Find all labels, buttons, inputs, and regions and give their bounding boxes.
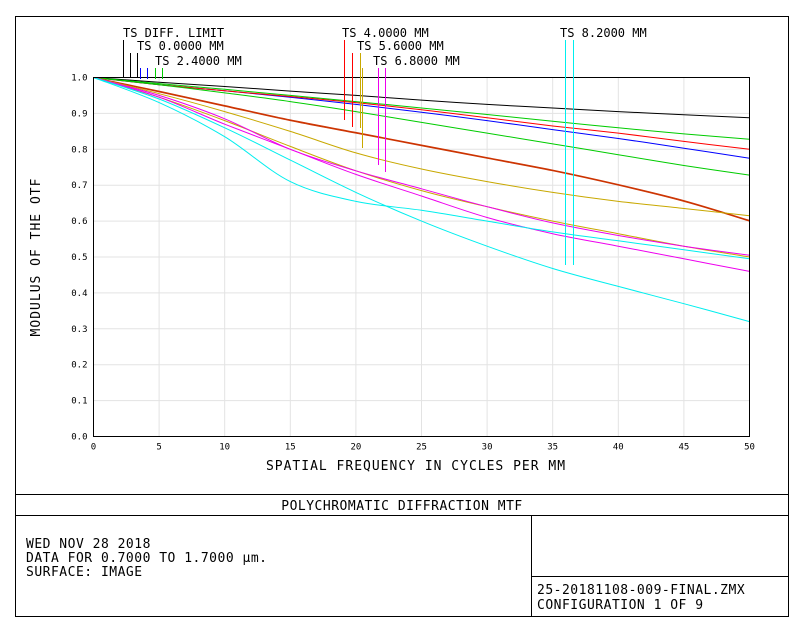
y-tick-label: 0.2	[71, 361, 87, 371]
x-tick-label: 5	[156, 443, 161, 453]
y-tick-label: 0.4	[71, 289, 87, 299]
y-tick-label: 0.8	[71, 145, 87, 155]
x-axis-label: SPATIAL FREQUENCY IN CYCLES PER MM	[266, 459, 566, 474]
x-tick-label: 30	[482, 443, 493, 453]
footer-title: POLYCHROMATIC DIFFRACTION MTF	[281, 499, 522, 514]
x-tick-label: 35	[547, 443, 558, 453]
x-tick-label: 10	[219, 443, 230, 453]
y-tick-label: 0.5	[71, 253, 87, 263]
mtf-series-line-8	[93, 77, 750, 217]
mtf-series-line-6	[93, 77, 750, 222]
legend-label: TS 8.2000 MM	[560, 26, 647, 40]
plot-grid	[93, 77, 750, 437]
x-tick-label: 25	[416, 443, 427, 453]
x-tick-label: 0	[91, 443, 96, 453]
legend-label: TS 0.0000 MM	[137, 39, 224, 53]
mtf-series-line-5	[93, 77, 750, 176]
footer-date: WED NOV 28 2018	[26, 537, 151, 552]
mtf-series-line-7	[93, 77, 750, 221]
y-tick-label: 0.9	[71, 109, 87, 119]
plot-area-border	[93, 77, 750, 437]
mtf-series-line-4	[93, 77, 750, 140]
legend-label: TS 6.8000 MM	[373, 54, 460, 68]
y-tick-label: 0.6	[71, 217, 87, 227]
mtf-series-line-11	[93, 77, 750, 272]
footer-filename: 25-20181108-009-FINAL.ZMX	[537, 583, 745, 598]
y-tick-label: 0.1	[71, 397, 87, 407]
legend-label: TS 5.6000 MM	[357, 39, 444, 53]
axis-ticks: 0 5 10 15 20 25 30 35 40 45 50 0.0 0.1 0.2 0.3 0.4 0.5 0.…	[71, 74, 755, 453]
mtf-series-line-3	[93, 77, 750, 150]
mtf-series-line-12	[93, 77, 750, 260]
footer-surface: SURFACE: IMAGE	[26, 565, 143, 580]
y-axis-label: MODULUS OF THE OTF	[29, 178, 44, 337]
mtf-series-line-1	[93, 77, 750, 119]
mtf-series-line-10	[93, 77, 750, 256]
mtf-series-line-13	[93, 77, 750, 323]
x-tick-label: 45	[678, 443, 689, 453]
legend-label: TS 4.0000 MM	[342, 26, 429, 40]
x-tick-label: 15	[285, 443, 296, 453]
footer-configuration: CONFIGURATION 1 OF 9	[537, 598, 704, 613]
x-tick-label: 20	[350, 443, 361, 453]
x-tick-label: 50	[744, 443, 755, 453]
mtf-series-line-9	[93, 77, 750, 258]
y-tick-label: 1.0	[71, 74, 87, 84]
footer-data-range: DATA FOR 0.7000 TO 1.7000 µm.	[26, 551, 267, 566]
outer-border	[15, 16, 789, 617]
x-tick-label: 40	[613, 443, 624, 453]
y-tick-label: 0.7	[71, 181, 87, 191]
legend-label: TS 2.4000 MM	[155, 54, 242, 68]
y-tick-label: 0.3	[71, 325, 87, 335]
plot-series	[93, 77, 750, 323]
y-tick-label: 0.0	[71, 433, 87, 443]
legend-label: TS DIFF. LIMIT	[123, 26, 224, 40]
